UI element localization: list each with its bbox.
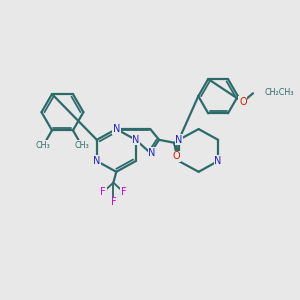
Text: CH₃: CH₃	[74, 141, 89, 150]
Text: O: O	[239, 97, 247, 107]
Text: F: F	[100, 187, 106, 197]
Text: F: F	[111, 197, 116, 207]
Text: N: N	[93, 156, 100, 166]
Text: CH₂CH₃: CH₂CH₃	[264, 88, 294, 97]
Text: N: N	[132, 135, 140, 145]
Text: O: O	[173, 151, 181, 161]
Text: N: N	[148, 148, 155, 158]
Text: F: F	[121, 187, 126, 197]
Text: CH₃: CH₃	[36, 141, 51, 150]
Text: N: N	[214, 156, 222, 166]
Text: N: N	[175, 135, 182, 145]
Text: N: N	[112, 124, 120, 134]
